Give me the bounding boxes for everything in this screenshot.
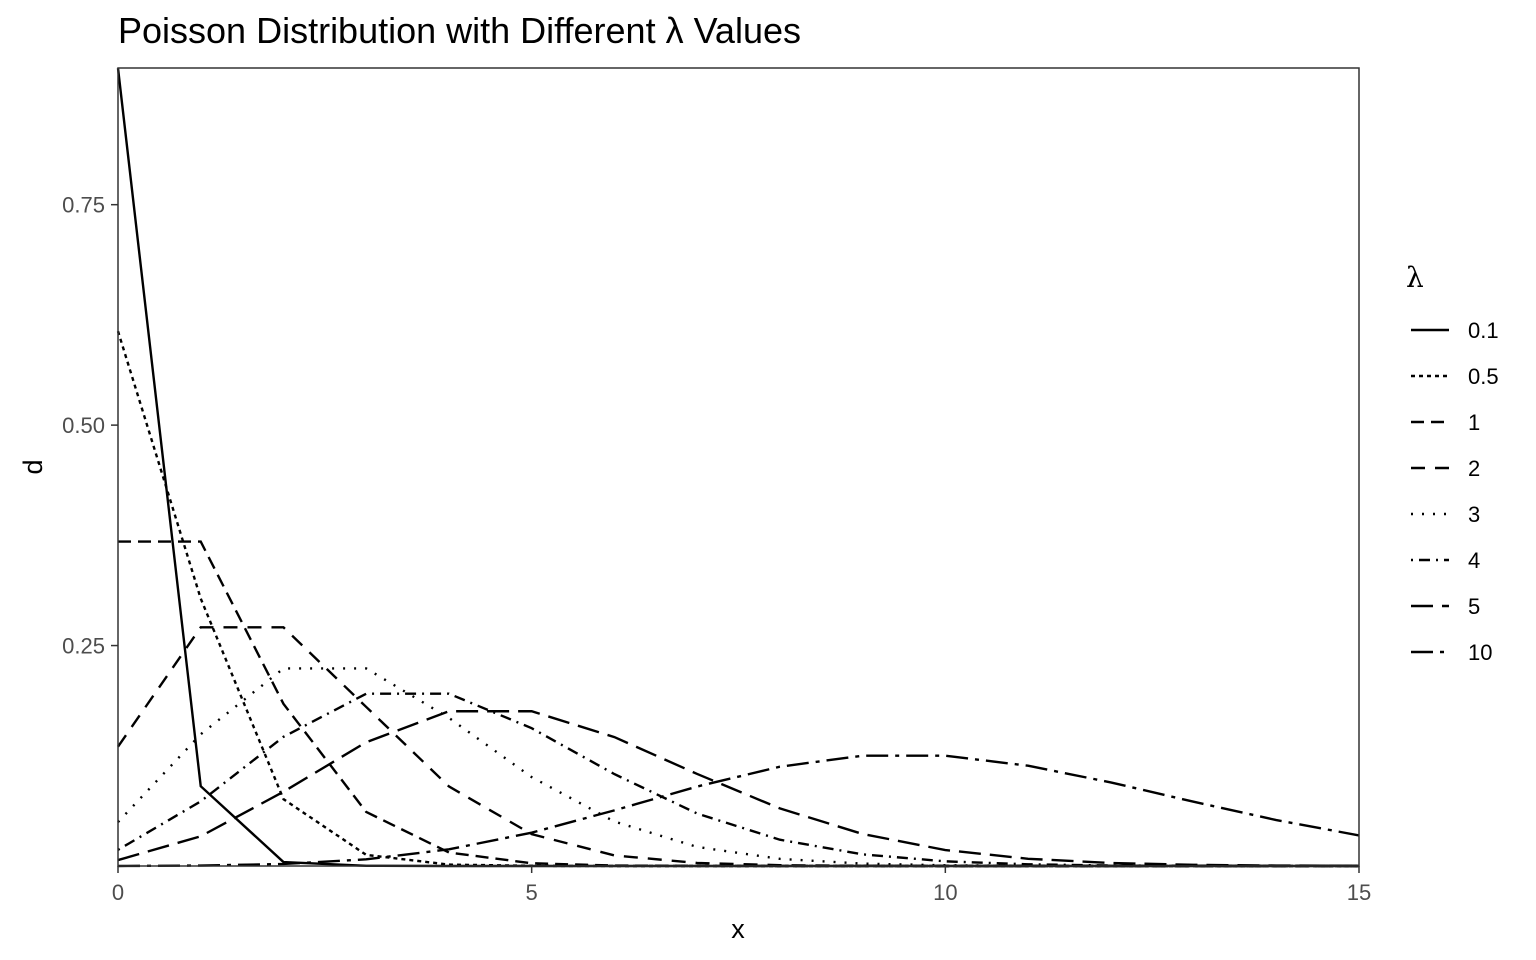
series-line-3: [117, 667, 1359, 868]
y-tick-label: 0.75: [62, 193, 105, 218]
series-line-2: [117, 626, 1359, 868]
legend-label-5: 5: [1468, 594, 1480, 619]
plot-panel-border: [117, 67, 1360, 867]
legend-label-3: 3: [1468, 502, 1480, 527]
y-tick-label: 0.25: [62, 634, 105, 659]
x-axis-title: x: [731, 914, 745, 944]
legend-label-4: 4: [1468, 548, 1480, 573]
series-line-5: [117, 710, 1360, 868]
legend-label-1: 1: [1468, 410, 1480, 435]
y-tick-label: 0.50: [62, 413, 105, 438]
series-line-0.1: [116, 68, 1359, 868]
series-line-10: [117, 754, 1360, 868]
axes-layer: 0 5 10 15 0.25 0.50 0.75: [62, 193, 1371, 905]
legend: 0.1 0.5 1 2 3 4 5 10: [1411, 318, 1499, 665]
x-tick-label: 0: [112, 880, 124, 905]
series-layer: [116, 68, 1360, 868]
series-line-1: [118, 540, 1359, 868]
x-tick-label: 10: [933, 880, 957, 905]
legend-label-0.5: 0.5: [1468, 364, 1499, 389]
y-axis-title: d: [18, 459, 48, 474]
series-line-0.5: [116, 330, 1359, 868]
x-tick-label: 5: [526, 880, 538, 905]
legend-label-10: 10: [1468, 640, 1492, 665]
x-tick-label: 15: [1347, 880, 1371, 905]
legend-label-0.1: 0.1: [1468, 318, 1499, 343]
chart-title: Poisson Distribution with Different λ Va…: [118, 10, 801, 51]
legend-label-2: 2: [1468, 456, 1480, 481]
legend-title: λ: [1406, 261, 1424, 294]
